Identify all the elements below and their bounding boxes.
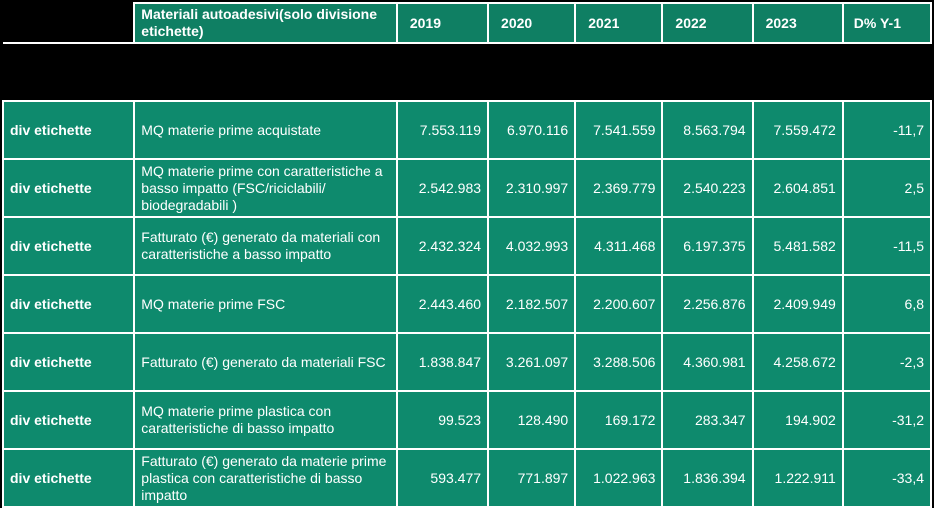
header-corner — [3, 3, 136, 44]
row-value-2021: 2.369.779 — [574, 158, 664, 218]
row-value-2021: 2.200.607 — [574, 274, 664, 334]
header-gap — [3, 43, 931, 101]
row-division: div etichette — [1, 448, 136, 508]
row-metric: MQ materie prime acquistate — [133, 100, 398, 160]
row-metric: Fatturato (€) generato da materie prime … — [133, 448, 398, 508]
row-metric: Fatturato (€) generato da materiali FSC — [133, 332, 398, 392]
row-value-2023: 5.481.582 — [751, 216, 844, 276]
header-row: Materiali autoadesivi(solo divisione eti… — [3, 2, 933, 44]
row-value-2022: 1.836.394 — [661, 448, 754, 508]
row-division: div etichette — [1, 332, 136, 392]
row-value-2020: 3.261.097 — [487, 332, 577, 392]
row-metric: MQ materie prime con caratteristiche a b… — [133, 158, 398, 218]
row-metric: MQ materie prime plastica con caratteris… — [133, 390, 398, 450]
row-division: div etichette — [1, 216, 136, 276]
row-value-2023: 194.902 — [751, 390, 844, 450]
row-value-2021: 169.172 — [574, 390, 664, 450]
header-year-2023: 2023 — [751, 2, 844, 44]
row-division: div etichette — [1, 390, 136, 450]
row-value-2019: 2.443.460 — [395, 274, 490, 334]
header-year-2019: 2019 — [395, 2, 490, 44]
row-metric: Fatturato (€) generato da materiali con … — [133, 216, 398, 276]
row-division: div etichette — [1, 274, 136, 334]
row-value-2019: 99.523 — [395, 390, 490, 450]
header-year-2022: 2022 — [661, 2, 754, 44]
table-row: div etichette MQ materie prime FSC 2.443… — [1, 274, 933, 334]
row-delta: 6,8 — [841, 274, 933, 334]
row-value-2023: 1.222.911 — [751, 448, 844, 508]
row-value-2019: 2.542.983 — [395, 158, 490, 218]
row-value-2019: 7.553.119 — [395, 100, 490, 160]
header-metric: Materiali autoadesivi(solo divisione eti… — [133, 2, 398, 44]
row-delta: -33,4 — [841, 448, 933, 508]
row-delta: -11,7 — [841, 100, 933, 160]
table-row: div etichette MQ materie prime con carat… — [1, 158, 933, 218]
row-value-2020: 2.182.507 — [487, 274, 577, 334]
header-delta: D% Y-1 — [841, 2, 933, 44]
row-value-2022: 8.563.794 — [661, 100, 754, 160]
row-value-2022: 283.347 — [661, 390, 754, 450]
header-year-2021: 2021 — [574, 2, 664, 44]
row-value-2023: 2.604.851 — [751, 158, 844, 218]
header-year-2020: 2020 — [487, 2, 577, 44]
row-value-2020: 6.970.116 — [487, 100, 577, 160]
row-delta: -2,3 — [841, 332, 933, 392]
row-value-2020: 771.897 — [487, 448, 577, 508]
row-value-2020: 128.490 — [487, 390, 577, 450]
row-value-2020: 2.310.997 — [487, 158, 577, 218]
row-value-2021: 7.541.559 — [574, 100, 664, 160]
table-row: div etichette Fatturato (€) generato da … — [1, 448, 933, 508]
row-value-2023: 2.409.949 — [751, 274, 844, 334]
row-value-2021: 4.311.468 — [574, 216, 664, 276]
table-row: div etichette Fatturato (€) generato da … — [1, 216, 933, 276]
row-value-2019: 593.477 — [395, 448, 490, 508]
row-division: div etichette — [1, 158, 136, 218]
table-row: div etichette MQ materie prime plastica … — [1, 390, 933, 450]
row-delta: -31,2 — [841, 390, 933, 450]
row-value-2022: 2.540.223 — [661, 158, 754, 218]
row-delta: -11,5 — [841, 216, 933, 276]
row-division: div etichette — [1, 100, 136, 160]
row-metric: MQ materie prime FSC — [133, 274, 398, 334]
row-value-2022: 4.360.981 — [661, 332, 754, 392]
row-value-2022: 2.256.876 — [661, 274, 754, 334]
row-delta: 2,5 — [841, 158, 933, 218]
row-value-2019: 1.838.847 — [395, 332, 490, 392]
row-value-2022: 6.197.375 — [661, 216, 754, 276]
row-value-2023: 4.258.672 — [751, 332, 844, 392]
table-row: div etichette MQ materie prime acquistat… — [1, 100, 933, 160]
row-value-2020: 4.032.993 — [487, 216, 577, 276]
row-value-2023: 7.559.472 — [751, 100, 844, 160]
row-value-2019: 2.432.324 — [395, 216, 490, 276]
table-row: div etichette Fatturato (€) generato da … — [1, 332, 933, 392]
row-value-2021: 1.022.963 — [574, 448, 664, 508]
row-value-2021: 3.288.506 — [574, 332, 664, 392]
